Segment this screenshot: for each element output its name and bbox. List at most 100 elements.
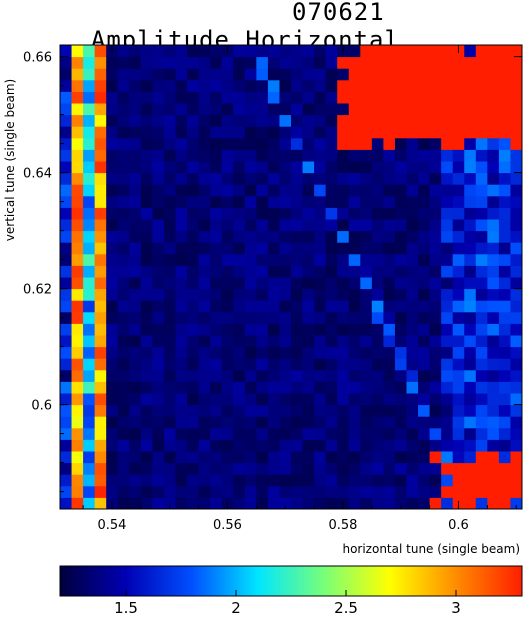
heatmap-cell [233, 172, 246, 185]
heatmap-cell [83, 265, 96, 278]
heatmap-cell [163, 358, 176, 371]
heatmap-cell [371, 335, 384, 348]
heatmap-cell [256, 358, 269, 371]
heatmap-cell [71, 253, 84, 266]
x-tick-label: 0.54 [97, 518, 126, 533]
heatmap-cell [267, 230, 280, 243]
heatmap-cell [418, 45, 431, 58]
heatmap-cell [152, 369, 165, 382]
heatmap-cell [187, 451, 200, 464]
heatmap-cell [464, 427, 477, 440]
heatmap-cell [267, 358, 280, 371]
heatmap-cell [140, 242, 153, 255]
heatmap-cell [371, 265, 384, 278]
heatmap-cell [163, 103, 176, 116]
heatmap-cell [117, 253, 130, 266]
heatmap-cell [256, 462, 269, 475]
heatmap-cell [394, 56, 407, 69]
heatmap-cell [210, 451, 223, 464]
heatmap-cell [71, 242, 84, 255]
heatmap-cell [510, 230, 523, 243]
heatmap-cell [371, 68, 384, 81]
heatmap-cell [256, 416, 269, 429]
heatmap-cell [429, 462, 442, 475]
heatmap-cell [429, 497, 442, 510]
heatmap-cell [198, 161, 211, 174]
heatmap-cell [256, 253, 269, 266]
heatmap-cell [302, 277, 315, 290]
heatmap-cell [302, 381, 315, 394]
heatmap-cell [510, 346, 523, 359]
heatmap-cell [83, 207, 96, 220]
heatmap-cell [348, 439, 361, 452]
heatmap-cell [187, 381, 200, 394]
heatmap-cell [291, 219, 304, 232]
heatmap-cell [302, 427, 315, 440]
heatmap-cell [371, 195, 384, 208]
heatmap-cell [83, 451, 96, 464]
heatmap-cell [175, 265, 188, 278]
heatmap-cell [418, 497, 431, 510]
heatmap-cell [302, 230, 315, 243]
heatmap-cell [383, 68, 396, 81]
heatmap-cell [60, 114, 73, 127]
heatmap-cell [163, 462, 176, 475]
heatmap-cell [187, 427, 200, 440]
heatmap-cell [71, 79, 84, 92]
heatmap-cell [244, 335, 257, 348]
heatmap-cell [325, 265, 338, 278]
heatmap-cell [337, 462, 350, 475]
heatmap-cell [198, 103, 211, 116]
heatmap-cell [510, 369, 523, 382]
heatmap-cell [267, 451, 280, 464]
heatmap-cell [152, 161, 165, 174]
heatmap-cell [244, 358, 257, 371]
heatmap-cell [83, 172, 96, 185]
heatmap-cell [187, 485, 200, 498]
heatmap-cell [337, 474, 350, 487]
heatmap-cell [210, 288, 223, 301]
heatmap-cell [418, 253, 431, 266]
heatmap-cell [152, 242, 165, 255]
heatmap-cell [267, 393, 280, 406]
heatmap-cell [429, 474, 442, 487]
heatmap-cell [83, 300, 96, 313]
heatmap-cell [233, 462, 246, 475]
heatmap-cell [498, 126, 511, 139]
heatmap-cell [383, 207, 396, 220]
heatmap-cell [371, 474, 384, 487]
heatmap-cell [360, 126, 373, 139]
heatmap-cell [210, 172, 223, 185]
heatmap-cell [360, 277, 373, 290]
heatmap-cell [475, 427, 488, 440]
heatmap-cell [71, 114, 84, 127]
heatmap-cell [510, 207, 523, 220]
heatmap-cell [221, 195, 234, 208]
heatmap-cell [60, 335, 73, 348]
heatmap-cell [152, 335, 165, 348]
heatmap-cell [452, 184, 465, 197]
heatmap-cell [383, 404, 396, 417]
heatmap-cell [464, 300, 477, 313]
heatmap-cell [256, 427, 269, 440]
heatmap-cell [256, 335, 269, 348]
heatmap-cell [464, 474, 477, 487]
heatmap-cell [187, 404, 200, 417]
heatmap-cell [279, 474, 292, 487]
heatmap-cell [464, 404, 477, 417]
heatmap-cell [498, 184, 511, 197]
heatmap-cell [429, 103, 442, 116]
heatmap-cell [325, 427, 338, 440]
heatmap-cell [394, 277, 407, 290]
heatmap-cell [325, 126, 338, 139]
heatmap-cell [198, 288, 211, 301]
heatmap-cell [510, 265, 523, 278]
heatmap-cell [83, 149, 96, 162]
heatmap-cell [371, 416, 384, 429]
heatmap-cell [83, 137, 96, 150]
heatmap-cell [117, 288, 130, 301]
heatmap-cell [94, 323, 107, 336]
heatmap-cell [140, 149, 153, 162]
heatmap-cell [117, 126, 130, 139]
heatmap-cell [291, 277, 304, 290]
